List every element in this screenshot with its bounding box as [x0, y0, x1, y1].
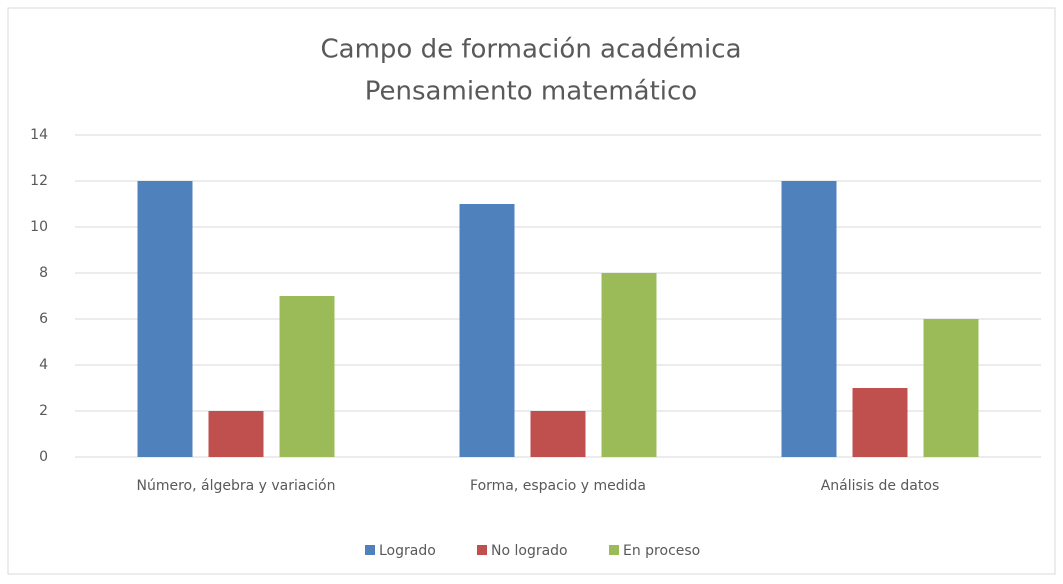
x-tick-label: Número, álgebra y variación [136, 478, 335, 494]
bar [137, 181, 193, 457]
y-tick-label: 12 [30, 173, 48, 189]
y-tick-label: 10 [30, 219, 48, 235]
bar [781, 181, 837, 457]
legend-swatch [609, 545, 619, 555]
bar [601, 273, 657, 457]
bar [852, 388, 908, 457]
bar [208, 411, 264, 457]
y-tick-label: 4 [39, 357, 48, 373]
chart-title: Campo de formación académica [320, 35, 741, 65]
legend-label: Logrado [379, 543, 436, 559]
legend-swatch [477, 545, 487, 555]
y-tick-label: 0 [39, 449, 48, 465]
legend-label: No logrado [491, 543, 568, 559]
chart-title: Pensamiento matemático [365, 77, 697, 107]
y-tick-label: 8 [39, 265, 48, 281]
legend-swatch [365, 545, 375, 555]
legend-label: En proceso [623, 543, 700, 559]
bar [279, 296, 335, 457]
x-tick-label: Forma, espacio y medida [470, 478, 646, 494]
y-tick-label: 6 [39, 311, 48, 327]
x-tick-label: Análisis de datos [821, 478, 940, 494]
y-tick-label: 2 [39, 403, 48, 419]
bar [923, 319, 979, 457]
bar [530, 411, 586, 457]
bar [459, 204, 515, 457]
y-tick-label: 14 [30, 127, 48, 143]
